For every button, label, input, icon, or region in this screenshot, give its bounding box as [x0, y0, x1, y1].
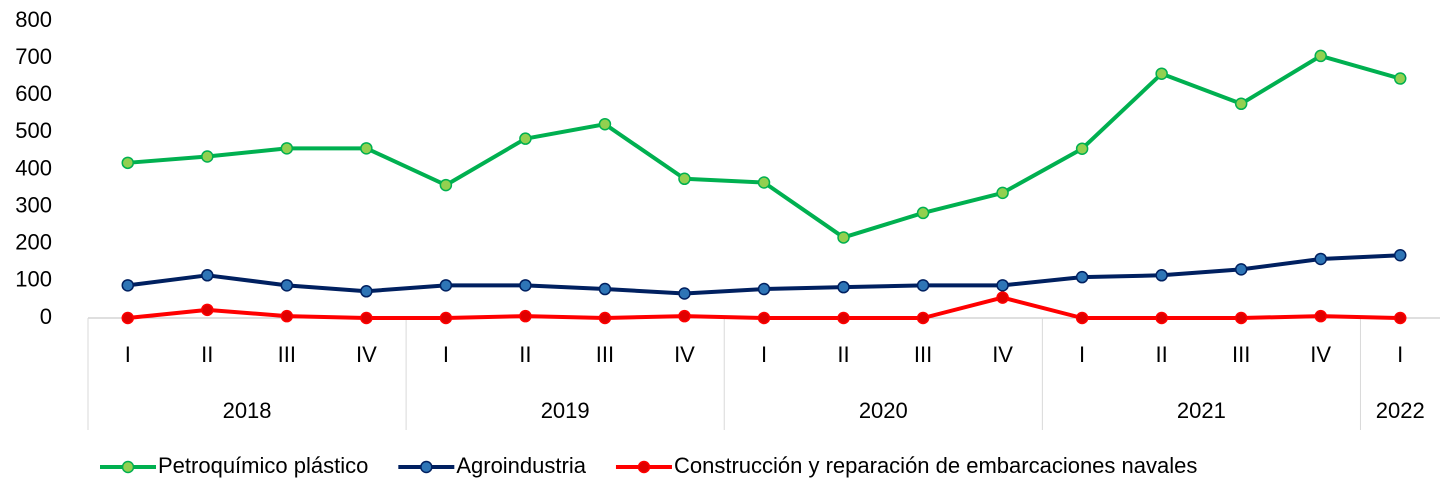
series-line [127, 53, 1401, 240]
data-point [837, 231, 850, 244]
legend-label: Petroquímico plástico [158, 453, 368, 478]
x-tick-label: I [1079, 342, 1085, 367]
x-tick-label: I [443, 342, 449, 367]
y-tick-label: 0 [40, 304, 52, 329]
data-point [121, 311, 135, 325]
group-label: 2022 [1376, 398, 1425, 423]
data-point [439, 178, 453, 192]
x-tick-label: II [837, 342, 849, 367]
group-label: 2021 [1177, 398, 1226, 423]
y-tick-label: 700 [15, 44, 52, 69]
data-point [916, 311, 930, 325]
data-point [916, 279, 930, 292]
data-point [598, 117, 612, 131]
data-point [757, 311, 771, 325]
legend-label: Agroindustria [456, 453, 586, 478]
data-point [678, 287, 691, 300]
data-point [678, 309, 691, 323]
data-point [280, 309, 294, 323]
data-point [1155, 311, 1168, 325]
x-tick-label: IV [356, 342, 377, 367]
data-point [1234, 311, 1248, 325]
group-label: 2019 [541, 398, 590, 423]
data-point [1234, 263, 1248, 276]
x-tick-label: II [201, 342, 213, 367]
legend-marker [121, 460, 135, 474]
data-point [1075, 142, 1089, 155]
data-point [439, 311, 453, 325]
data-point [201, 150, 214, 163]
y-tick-label: 500 [15, 118, 52, 143]
data-point [280, 279, 294, 292]
data-point [360, 311, 373, 325]
data-point [1393, 72, 1407, 85]
data-point [1075, 311, 1089, 325]
data-point [201, 269, 214, 282]
data-point [1393, 249, 1407, 262]
x-tick-label: I [1397, 342, 1403, 367]
x-tick-label: IV [992, 342, 1013, 367]
x-tick-label: I [125, 342, 131, 367]
group-label: 2020 [859, 398, 908, 423]
y-tick-label: 400 [15, 155, 52, 180]
data-point [837, 311, 850, 325]
data-point [1155, 67, 1168, 80]
data-point [916, 206, 930, 220]
x-tick-label: III [914, 342, 932, 367]
x-tick-label: II [519, 342, 531, 367]
data-point [1393, 311, 1407, 325]
data-point [360, 285, 373, 298]
data-point [1314, 252, 1327, 266]
data-point [121, 156, 135, 170]
y-tick-label: 300 [15, 192, 52, 217]
x-tick-label: IV [674, 342, 695, 367]
x-tick-label: I [761, 342, 767, 367]
data-point [519, 132, 532, 145]
x-tick-label: III [596, 342, 614, 367]
x-tick-label: III [278, 342, 296, 367]
legend-marker [637, 460, 651, 474]
data-point [519, 309, 532, 323]
data-point [519, 279, 532, 292]
data-point [996, 291, 1009, 304]
legend-marker [420, 460, 433, 474]
y-tick-label: 800 [15, 7, 52, 32]
data-point [1314, 49, 1327, 63]
data-point [996, 186, 1009, 200]
y-tick-label: 100 [15, 267, 52, 292]
data-point [996, 279, 1009, 292]
data-point [280, 142, 294, 155]
data-point [1155, 269, 1168, 282]
data-point [439, 279, 453, 292]
legend-label: Construcción y reparación de embarcacion… [674, 453, 1197, 478]
x-tick-label: II [1156, 342, 1168, 367]
data-point [598, 282, 612, 296]
data-point [757, 282, 771, 296]
y-tick-label: 200 [15, 230, 52, 255]
x-tick-label: III [1232, 342, 1250, 367]
data-point [678, 172, 691, 186]
data-point [1075, 270, 1089, 284]
data-point [201, 303, 214, 317]
x-tick-label: IV [1310, 342, 1331, 367]
data-point [1314, 309, 1327, 323]
data-point [837, 280, 850, 294]
data-point [757, 176, 771, 189]
data-point [121, 279, 135, 292]
group-label: 2018 [223, 398, 272, 423]
y-tick-label: 600 [15, 81, 52, 106]
data-point [1234, 97, 1248, 111]
data-point [360, 142, 373, 155]
data-point [598, 311, 612, 325]
